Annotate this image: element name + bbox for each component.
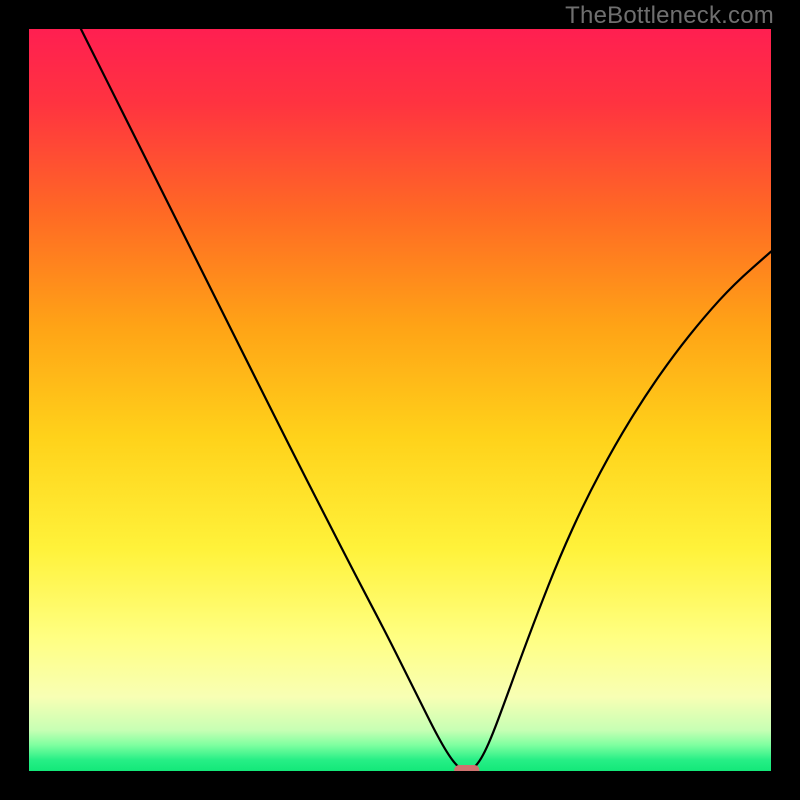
optimal-point-marker <box>454 765 479 771</box>
chart-svg <box>29 29 771 771</box>
watermark-text: TheBottleneck.com <box>565 2 774 30</box>
plot-area <box>29 29 771 771</box>
outer-frame: TheBottleneck.com <box>0 0 800 800</box>
